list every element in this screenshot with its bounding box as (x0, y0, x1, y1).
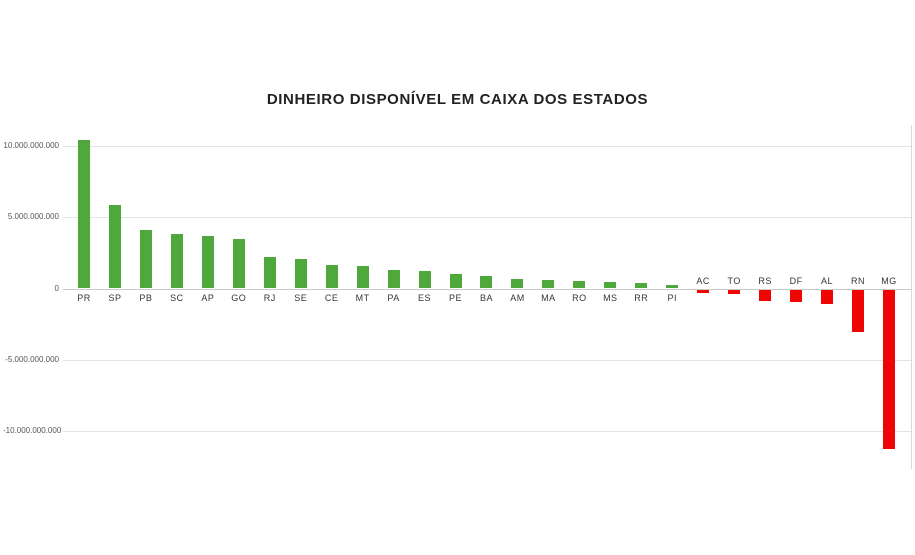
category-label-AM: AM (510, 292, 525, 303)
bar-CE (325, 264, 338, 289)
bar-MA (542, 279, 555, 289)
category-label-MG: MG (881, 275, 897, 286)
y-axis-tick-label: 0 (54, 283, 59, 293)
y-axis-tick-label: -10.000.000.000 (3, 426, 62, 436)
gridline (63, 145, 911, 147)
category-label-AC: AC (696, 275, 710, 286)
bar-ES (418, 271, 431, 289)
bar-RR (635, 282, 648, 289)
category-label-MS: MS (603, 292, 618, 303)
category-label-PB: PB (139, 292, 153, 303)
category-label-AL: AL (821, 275, 834, 286)
category-label-BA: BA (479, 292, 493, 303)
bar-GO (232, 238, 245, 289)
bar-MS (604, 282, 617, 289)
gridline (63, 359, 911, 361)
gridline (63, 431, 911, 433)
plot-area: 10.000.000.000 5.000.000.000 0 -5.000.000.0… (3, 125, 912, 469)
category-label-RS: RS (758, 275, 772, 286)
category-label-CE: CE (324, 292, 339, 303)
bar-SE (294, 258, 307, 289)
bar-TO (728, 289, 741, 294)
bar-BA (480, 276, 493, 289)
bar-PE (449, 273, 462, 289)
category-label-PA: PA (387, 292, 400, 303)
category-label-GO: GO (231, 292, 247, 303)
bar-AM (511, 279, 524, 289)
category-label-AP: AP (201, 292, 215, 303)
category-label-MT: MT (355, 292, 370, 303)
category-label-SP: SP (108, 292, 122, 303)
bar-RN (852, 289, 864, 333)
bar-AC (697, 289, 710, 294)
bar-PB (139, 229, 152, 289)
chart-title: DINHEIRO DISPONÍVEL EM CAIXA DOS ESTADOS (266, 91, 649, 108)
bar-RO (573, 280, 586, 289)
zero-axis-line (63, 288, 911, 290)
bar-AL (821, 289, 834, 304)
category-label-SC: SC (170, 292, 184, 303)
bar-RJ (263, 257, 276, 289)
category-label-RO: RO (572, 292, 587, 303)
category-label-RN: RN (851, 275, 865, 286)
category-label-RR: RR (634, 292, 649, 303)
category-label-ES: ES (418, 292, 432, 303)
category-label-DF: DF (789, 275, 803, 286)
category-label-PR: PR (77, 292, 91, 303)
bar-SP (108, 204, 121, 289)
category-label-SE: SE (294, 292, 308, 303)
bar-DF (790, 289, 803, 303)
bar-PR (78, 139, 90, 289)
category-label-PI: PI (667, 292, 677, 303)
y-axis-tick-label: 10.000.000.000 (3, 140, 59, 150)
category-label-PE: PE (449, 292, 463, 303)
category-label-TO: TO (727, 275, 741, 286)
category-label-RJ: RJ (263, 292, 276, 303)
bar-MT (356, 265, 369, 289)
bar-PA (387, 269, 400, 289)
y-axis-tick-label: 5.000.000.000 (7, 212, 59, 222)
category-label-MA: MA (541, 292, 556, 303)
y-axis-tick-label: -5.000.000.000 (5, 354, 59, 364)
bar-AP (201, 236, 214, 289)
bar-PI (666, 284, 679, 289)
bar-MG (882, 289, 895, 450)
bar-SC (170, 233, 183, 289)
gridline (63, 217, 911, 219)
bar-RS (759, 289, 772, 301)
